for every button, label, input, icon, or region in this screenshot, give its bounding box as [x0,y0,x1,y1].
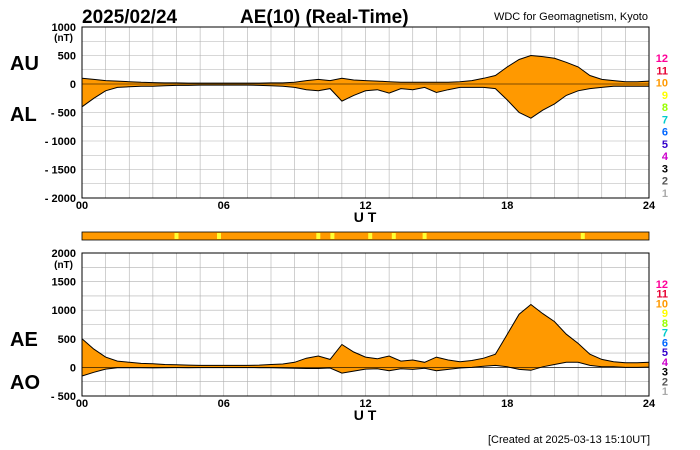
x-tick-label: 18 [501,398,513,410]
station-legend-item: 11 [656,65,668,77]
au-al-band-fill [82,55,649,119]
al-series-line [81,84,649,119]
au-al-plot [81,54,650,119]
station-legend-item: 12 [656,279,668,291]
station-bar-highlight [174,233,179,239]
y-tick-label: 2000 [52,248,76,260]
ae-ao-band-fill [82,304,649,376]
au-label: AU [10,53,39,75]
station-legend-item: 2 [662,176,668,188]
station-legend-item: 4 [662,357,669,369]
au-al-x-label: U T [354,209,377,225]
station-legend-item: 8 [662,102,668,114]
station-legend-item: 5 [662,347,668,359]
y-tick-label: - 500 [51,108,76,120]
station-legend-item: 3 [662,163,668,175]
ae-ao-unit: (nT) [54,260,73,271]
station-legend-item: 10 [656,298,668,310]
station-legend-item: 11 [656,289,668,301]
station-legend-item: 5 [662,139,668,151]
x-tick-label: 12 [359,200,371,212]
station-legend-item: 3 [662,367,668,379]
x-tick-label: 00 [76,398,88,410]
y-tick-label: - 1500 [45,165,76,177]
au-al-y-axis: 1000 500 0 - 500 - 1000 - 1500 - 2000 [45,22,76,205]
station-legend-item: 1 [662,386,668,398]
y-tick-label: - 2000 [45,193,76,205]
station-legend-item: 6 [662,127,668,139]
y-tick-label: 0 [70,362,76,374]
station-bar-highlight [368,233,373,239]
station-legend-item: 12 [656,53,668,65]
station-bar-highlight [316,233,321,239]
station-bar-highlight [330,233,335,239]
station-legend-item: 7 [662,114,668,126]
x-tick-label: 24 [643,200,656,212]
y-tick-label: 500 [58,51,76,63]
x-tick-label: 06 [218,200,230,212]
source-label: WDC for Geomagnetism, Kyoto [494,11,648,23]
au-al-unit: (nT) [54,33,73,44]
y-tick-label: 1000 [52,22,76,34]
x-tick-label: 24 [643,398,656,410]
ae-ao-frame [81,252,650,397]
ae-ao-y-axis: 2000 1500 1000 500 0 - 500 [51,248,76,403]
x-tick-label: 18 [501,200,513,212]
y-tick-label: 500 [58,334,76,346]
station-legend-item: 4 [662,151,669,163]
station-legend-item: 2 [662,376,668,388]
au-series-line [81,54,650,84]
ae-series-line [81,303,650,366]
y-tick-label: 1000 [52,305,76,317]
au-al-grid [82,27,649,198]
station-bar-highlight [391,233,396,239]
station-bar-highlights [174,233,585,239]
y-tick-label: 1500 [52,277,76,289]
x-tick-label: 00 [76,200,88,212]
created-timestamp: [Created at 2025-03-13 15:10UT] [488,434,650,446]
ae-ao-x-label: U T [354,407,377,423]
x-tick-label: 06 [218,398,230,410]
station-legend-item: 8 [662,318,668,330]
al-label: AL [10,104,37,126]
station-legend-item: 7 [662,328,668,340]
ao-label: AO [10,372,40,394]
station-legend-item: 10 [656,78,668,90]
station-legend-item: 1 [662,188,668,200]
au-al-frame [81,26,650,199]
y-tick-label: 0 [70,79,76,91]
station-coverage-bar [81,231,650,241]
ae-ao-plot [81,303,650,377]
au-al-x-axis: 00 06 12 18 24 [76,200,656,212]
y-tick-label: - 500 [51,391,76,403]
chart-title: AE(10) (Real-Time) [240,7,409,28]
date-title: 2025/02/24 [82,7,178,28]
station-legend-item: 6 [662,337,668,349]
ae-ao-x-axis: 00 06 12 18 24 [76,398,656,410]
x-tick-label: 12 [359,398,371,410]
y-tick-label: - 1000 [45,136,76,148]
station-bar-background [81,231,650,241]
station-legend-item: 9 [662,308,668,320]
station-bar-highlight [217,233,221,239]
ae-label: AE [10,329,38,351]
station-bar-highlight [580,233,585,239]
station-bar-highlight [422,233,427,239]
station-legend-item: 9 [662,90,668,102]
